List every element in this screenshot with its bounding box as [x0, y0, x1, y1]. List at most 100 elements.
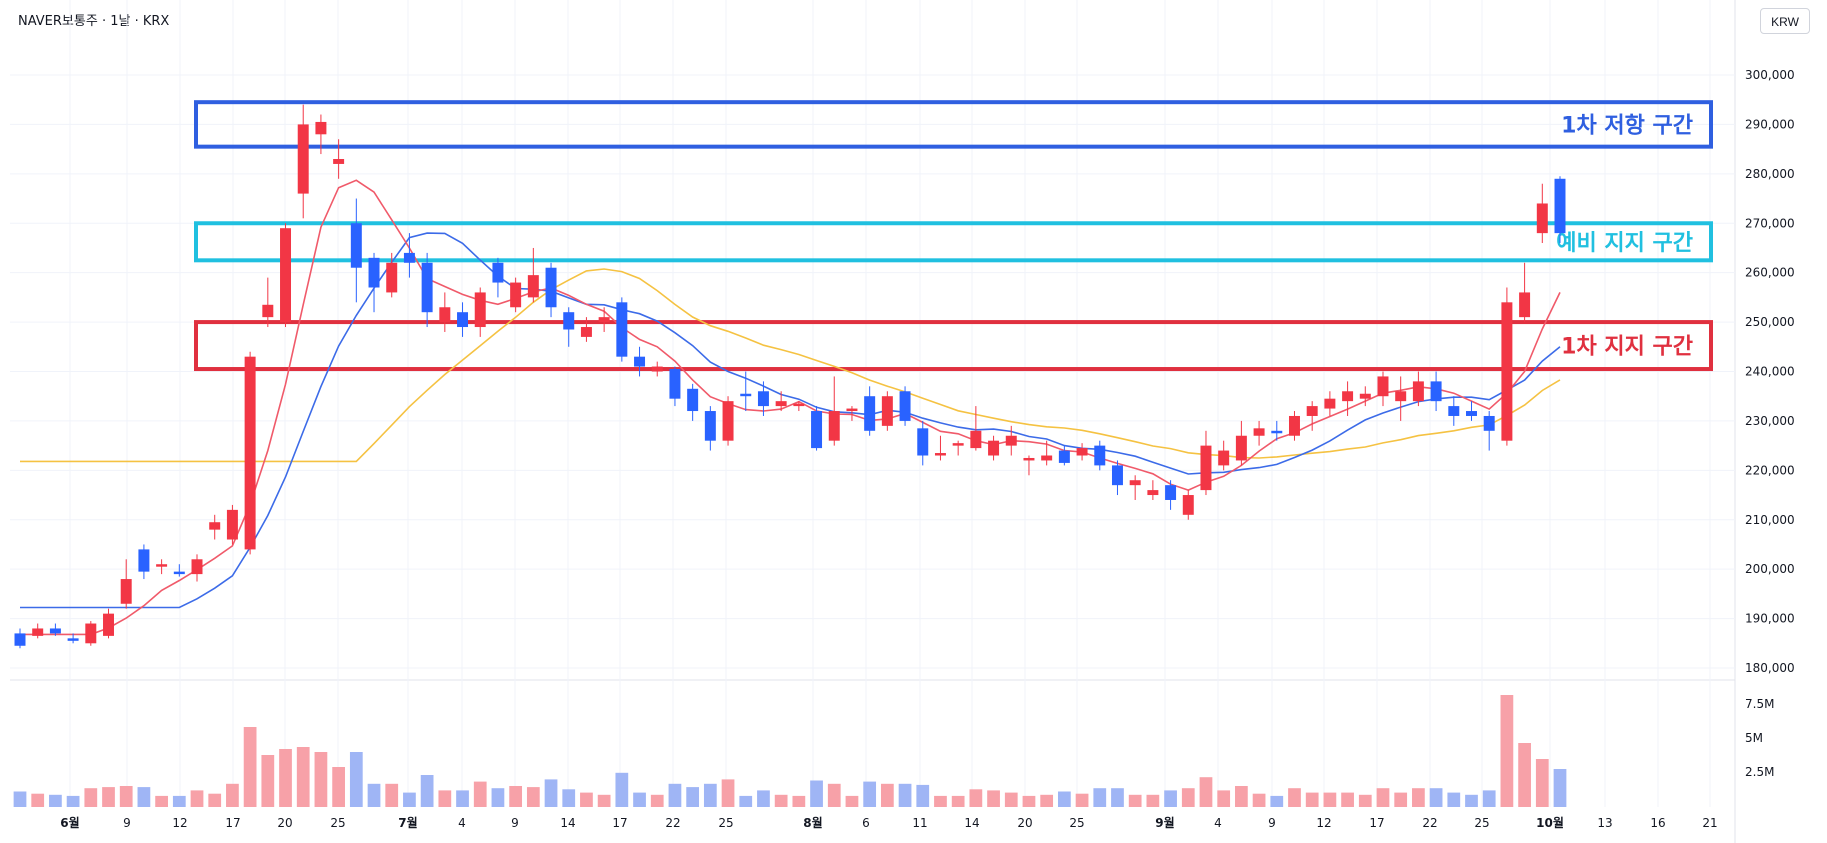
time-tick-label: 16	[1650, 816, 1665, 830]
volume-bar	[385, 783, 399, 807]
volume-bar	[1535, 759, 1549, 807]
candle-body	[67, 638, 79, 641]
volume-bar	[668, 783, 682, 807]
time-tick-label: 21	[1702, 816, 1717, 830]
candle-body	[687, 388, 699, 412]
volume-bar	[1323, 792, 1337, 807]
volume-bar	[137, 787, 151, 807]
candle-body	[1218, 450, 1230, 466]
reserve-support-zone-label: 예비 지지 구간	[1556, 231, 1693, 256]
volume-bar	[703, 783, 717, 807]
candle-body	[1200, 445, 1212, 491]
candle-body	[580, 327, 592, 337]
volume-bar	[261, 755, 275, 807]
candle-body	[988, 440, 1000, 456]
time-tick-label: 9	[511, 816, 519, 830]
volume-bar	[1482, 790, 1496, 807]
volume-bar	[119, 786, 133, 807]
candle-body	[474, 292, 486, 328]
volume-bar	[1075, 793, 1089, 807]
volume-bar	[31, 793, 45, 807]
volume-bar	[349, 752, 363, 807]
candle-body	[864, 396, 876, 431]
candle-body	[616, 302, 628, 357]
price-tick-label: 270,000	[1745, 216, 1795, 230]
candle-body	[634, 356, 646, 367]
volume-bar	[1057, 791, 1071, 807]
candle-body	[952, 443, 964, 446]
volume-tick-label: 7.5M	[1745, 697, 1774, 711]
volume-bar	[615, 772, 629, 807]
candle-body	[244, 356, 256, 550]
volume-bar	[1235, 786, 1248, 807]
volume-bar	[1093, 788, 1107, 807]
candle-body	[32, 628, 44, 636]
volume-bar	[1111, 788, 1124, 807]
time-tick-label: 8월	[803, 815, 822, 830]
volume-bar	[934, 795, 947, 807]
volume-bar	[951, 795, 965, 807]
volume-bar	[987, 790, 1000, 807]
volume-bar	[1252, 793, 1266, 807]
time-tick-label: 17	[1369, 816, 1384, 830]
ma5-line	[20, 179, 1561, 636]
candle-body	[1430, 381, 1442, 402]
candle-body	[510, 282, 522, 308]
candle-body	[209, 522, 221, 530]
currency-button[interactable]: KRW	[1760, 8, 1810, 34]
candle-body	[1111, 465, 1123, 486]
candle-body	[492, 262, 504, 283]
volume-bar	[155, 795, 168, 807]
candle-body	[1041, 455, 1053, 461]
volume-bar	[438, 790, 452, 807]
candle-body	[1288, 415, 1300, 436]
candle-body	[386, 262, 398, 293]
candle-body	[934, 453, 946, 456]
time-tick-label: 9	[123, 816, 131, 830]
volume-bar	[562, 789, 576, 807]
time-tick-label: 22	[1422, 816, 1437, 830]
candle-body	[722, 401, 734, 441]
candle-body	[350, 223, 362, 268]
candle-body	[1182, 495, 1194, 515]
time-tick-label: 22	[665, 816, 680, 830]
time-tick-label: 12	[172, 816, 187, 830]
time-tick-label: 25	[1069, 816, 1084, 830]
volume-bar	[1128, 794, 1142, 807]
candle-body	[1466, 411, 1477, 416]
price-tick-label: 240,000	[1745, 365, 1795, 379]
candle-body	[1235, 435, 1247, 461]
candle-body	[1536, 203, 1548, 234]
volume-bar	[1394, 792, 1408, 807]
volume-bar	[650, 794, 664, 807]
candle-body	[1448, 406, 1460, 416]
volume-bar	[1146, 794, 1160, 807]
candle-body	[828, 411, 840, 441]
volume-bar	[1181, 788, 1195, 807]
time-tick-label: 10월	[1536, 815, 1564, 830]
support-zone-label: 1차 지지 구간	[1561, 335, 1693, 360]
candle-body	[191, 559, 203, 575]
candle-body	[881, 396, 893, 426]
volume-bar	[757, 790, 770, 807]
candle-body	[1023, 457, 1035, 461]
candle-body	[917, 428, 929, 456]
candle-body	[173, 571, 185, 575]
volume-bar	[526, 787, 540, 807]
time-axis: 6월 9 12 17 20 25 7월 4 9 14 17 22 25 8월 6 11 14 20 25 9월 4 9 12…	[60, 815, 1717, 830]
candle-body	[156, 564, 168, 567]
volume-bar	[491, 788, 505, 807]
candle-body	[545, 267, 557, 308]
candle-body	[970, 430, 982, 449]
candle-body	[1094, 445, 1106, 466]
volume-bar	[597, 794, 611, 807]
volume-bar	[314, 752, 328, 807]
time-tick-label: 20	[1017, 816, 1032, 830]
candle-body	[262, 304, 274, 318]
volume-bar	[898, 783, 912, 807]
volume-bar	[969, 789, 983, 807]
time-tick-label: 12	[1316, 816, 1331, 830]
candle-body	[1271, 430, 1283, 434]
